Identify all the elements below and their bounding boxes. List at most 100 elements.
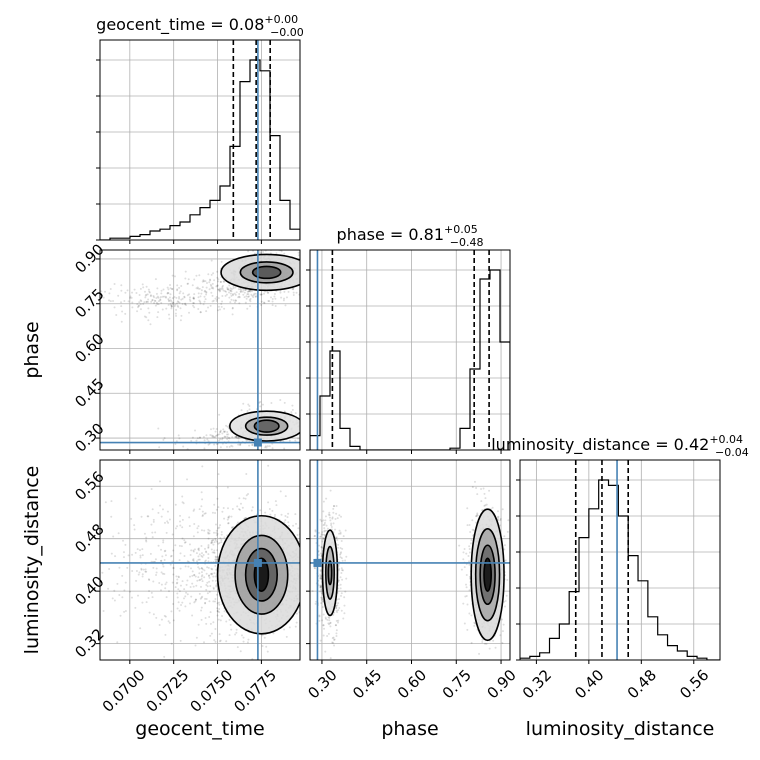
sample-point <box>181 580 184 583</box>
sample-point <box>301 583 303 585</box>
sample-point <box>240 290 243 293</box>
sample-point <box>485 642 488 645</box>
sample-point <box>213 551 216 554</box>
sample-point <box>169 563 172 566</box>
sample-point <box>481 641 484 644</box>
sample-point <box>231 307 234 310</box>
sample-point <box>339 531 342 534</box>
sample-point <box>154 278 157 281</box>
sample-point <box>279 291 282 294</box>
sample-point <box>171 297 174 300</box>
sample-point <box>180 284 183 287</box>
sample-point <box>335 634 338 637</box>
sample-point <box>155 301 158 304</box>
sample-point <box>476 493 479 496</box>
sample-point <box>165 581 168 584</box>
sample-point <box>482 487 485 490</box>
sample-point <box>303 578 305 580</box>
sample-point <box>174 303 177 306</box>
sample-point <box>226 431 229 434</box>
sample-point <box>201 514 204 517</box>
sample-point <box>248 405 251 408</box>
sample-point <box>184 605 187 608</box>
sample-point <box>185 304 188 307</box>
sample-point <box>198 572 201 575</box>
sample-point <box>208 590 211 593</box>
sample-point <box>467 555 470 558</box>
sample-point <box>462 558 465 561</box>
sample-point <box>304 619 306 621</box>
sample-point <box>113 282 116 285</box>
panel-luminosity_distance-vs-luminosity_distance: luminosity_distance = 0.42+0.04 −0.040.32… <box>491 433 749 740</box>
sample-point <box>195 552 198 555</box>
sample-point <box>302 572 304 574</box>
sample-point <box>498 524 501 527</box>
sample-point <box>238 508 241 511</box>
sample-point <box>201 555 204 558</box>
sample-point <box>468 575 471 578</box>
sample-point <box>211 579 214 582</box>
sample-point <box>196 531 199 534</box>
sample-point <box>227 436 230 439</box>
sample-point <box>331 517 334 520</box>
sample-point <box>213 600 216 603</box>
sample-point <box>181 518 184 521</box>
sample-point <box>152 613 155 616</box>
sample-point <box>141 283 144 286</box>
sample-point <box>194 598 197 601</box>
sample-point <box>204 550 207 553</box>
sample-point <box>200 596 203 599</box>
density-contour <box>251 265 282 280</box>
sample-point <box>327 513 330 516</box>
sample-point <box>219 289 222 292</box>
sample-point <box>268 445 271 448</box>
sample-point <box>225 620 228 623</box>
sample-point <box>476 512 479 515</box>
sample-point <box>501 508 504 511</box>
sample-point <box>181 501 184 504</box>
sample-point <box>264 445 267 448</box>
sample-point <box>212 600 215 603</box>
sample-point <box>203 547 206 550</box>
sample-point <box>301 589 303 591</box>
sample-point <box>205 551 208 554</box>
sample-point <box>179 552 182 555</box>
sample-point <box>134 497 137 500</box>
sample-point <box>181 302 184 305</box>
sample-point <box>198 579 201 582</box>
sample-point <box>156 316 159 319</box>
title-upper-error: +0.05 <box>444 223 478 236</box>
sample-point <box>164 549 167 552</box>
sample-point <box>319 569 322 572</box>
sample-point <box>341 559 344 562</box>
sample-point <box>166 291 169 294</box>
sample-point <box>60 594 62 596</box>
sample-point <box>209 572 212 575</box>
sample-point <box>178 520 181 523</box>
sample-point <box>222 430 225 433</box>
sample-point <box>215 560 218 563</box>
sample-point <box>270 402 273 405</box>
sample-point <box>139 554 142 557</box>
sample-point <box>189 567 192 570</box>
sample-point <box>179 567 182 570</box>
sample-point <box>497 515 500 518</box>
sample-point <box>306 621 308 623</box>
sample-point <box>228 445 231 448</box>
sample-point <box>260 293 263 296</box>
sample-point <box>473 624 476 627</box>
sample-point <box>149 294 152 297</box>
sample-point <box>204 559 207 562</box>
sample-point <box>337 546 340 549</box>
sample-point <box>246 290 249 293</box>
sample-point <box>322 613 325 616</box>
sample-point <box>329 519 332 522</box>
title-text: phase = 0.81 <box>337 225 444 244</box>
sample-point <box>204 298 207 301</box>
sample-point <box>283 447 286 450</box>
sample-point <box>297 251 300 254</box>
sample-point <box>321 531 324 534</box>
sample-point <box>207 575 210 578</box>
sample-point <box>203 576 206 579</box>
sample-point <box>189 602 192 605</box>
